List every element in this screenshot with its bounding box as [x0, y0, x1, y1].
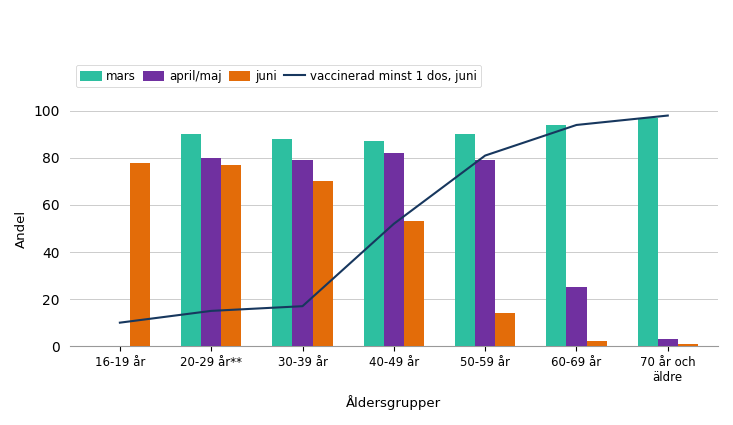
- Y-axis label: Andel: Andel: [15, 210, 28, 248]
- Bar: [312, 181, 333, 346]
- Bar: [181, 134, 201, 346]
- Bar: [273, 139, 292, 346]
- Bar: [658, 339, 678, 346]
- Bar: [546, 125, 567, 346]
- Legend: mars, april/maj, juni, vaccinerad minst 1 dos, juni: mars, april/maj, juni, vaccinerad minst …: [75, 65, 482, 88]
- Bar: [364, 142, 384, 346]
- Bar: [586, 342, 607, 346]
- Bar: [475, 160, 496, 346]
- Bar: [221, 165, 241, 346]
- Bar: [404, 221, 424, 346]
- Bar: [455, 134, 475, 346]
- Bar: [201, 158, 221, 346]
- Bar: [496, 313, 515, 346]
- Bar: [384, 153, 404, 346]
- X-axis label: Åldersgrupper: Åldersgrupper: [346, 395, 441, 410]
- Bar: [292, 160, 312, 346]
- Bar: [678, 344, 698, 346]
- Bar: [638, 118, 658, 346]
- Bar: [130, 163, 150, 346]
- Bar: [567, 287, 586, 346]
